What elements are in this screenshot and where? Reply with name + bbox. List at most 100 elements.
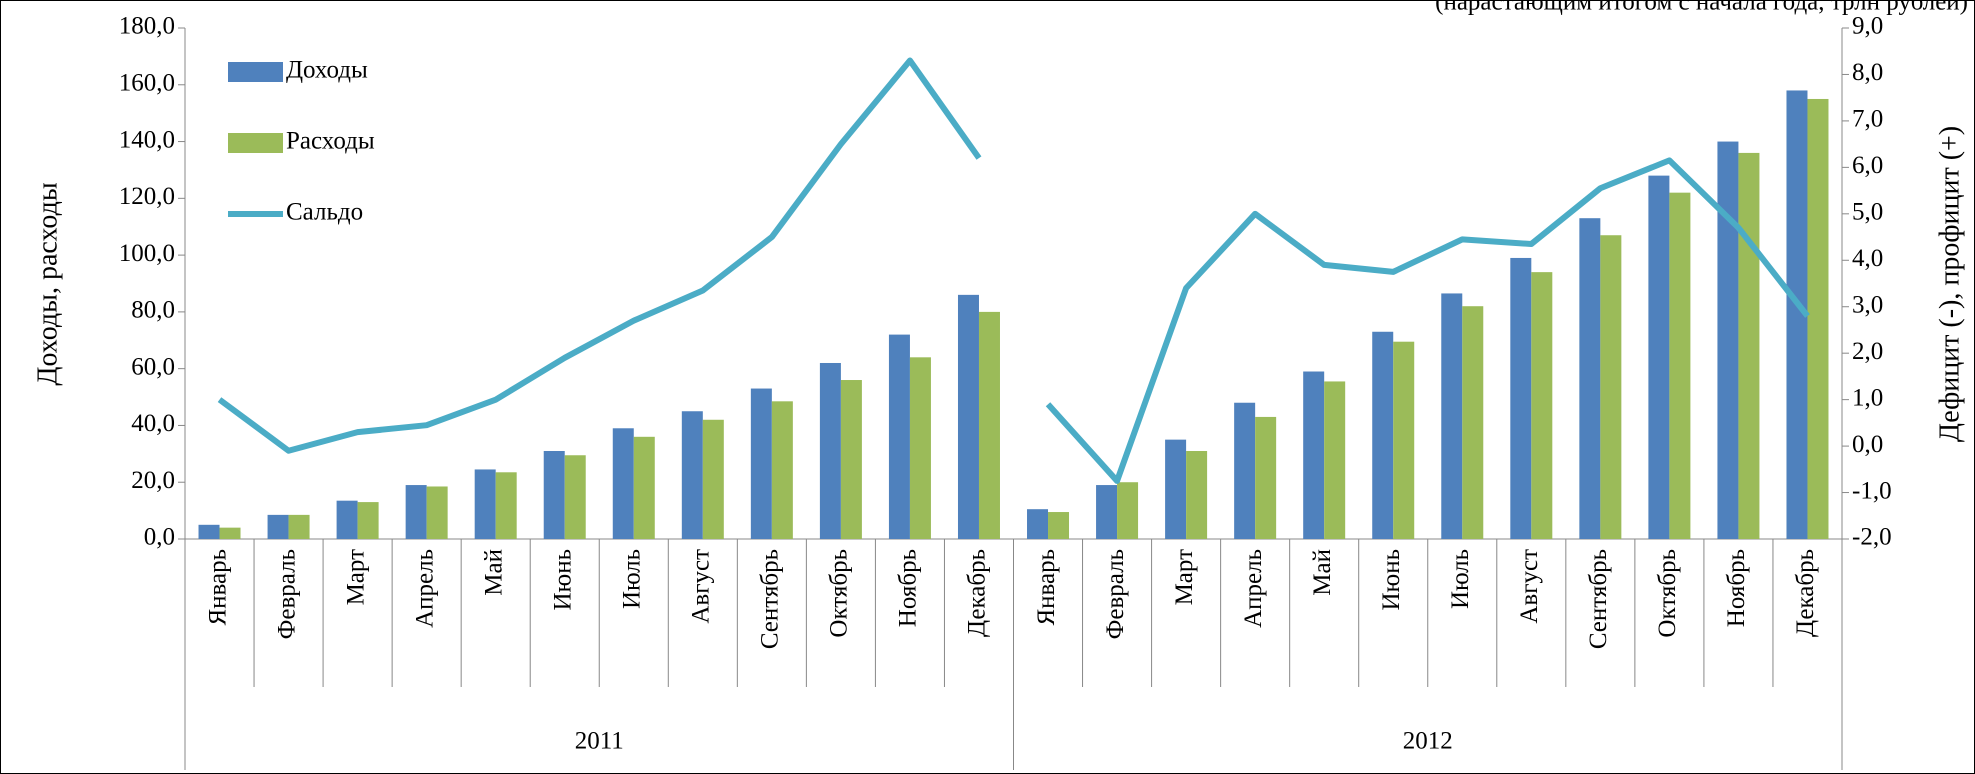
y-axis-title: Доходы, расходы: [32, 182, 63, 385]
group-label: 2012: [1403, 728, 1453, 755]
bar: [543, 450, 565, 539]
bar: [1096, 485, 1118, 539]
bar: [1372, 331, 1394, 539]
y-tick-label: 20,0: [131, 467, 175, 494]
bar: [405, 485, 427, 539]
bar: [1027, 509, 1049, 539]
bar: [840, 380, 862, 539]
bar: [267, 514, 289, 539]
x-tick-label: Декабрь: [1792, 549, 1819, 637]
legend-label: Доходы: [286, 57, 368, 84]
bar: [1462, 306, 1484, 539]
x-tick-label: Апрель: [411, 549, 438, 628]
subtitle: (нарастающим итогом с начала года, трлн …: [1435, 0, 1968, 16]
y-tick-label: 100,0: [119, 240, 175, 267]
x-tick-label: Май: [1309, 549, 1336, 596]
x-tick-label: Июнь: [549, 549, 576, 611]
y2-tick-label: 7,0: [1852, 106, 1883, 133]
bar: [1117, 482, 1139, 539]
x-tick-label: Февраль: [273, 549, 300, 639]
bar: [1669, 192, 1691, 539]
bar: [1441, 293, 1463, 539]
x-tick-label: Январь: [1033, 549, 1060, 626]
bar: [750, 388, 772, 539]
line: [217, 57, 982, 454]
bar: [702, 419, 724, 539]
y2-tick-label: 8,0: [1852, 59, 1883, 86]
y-tick-label: 140,0: [119, 126, 175, 153]
bar: [198, 524, 220, 539]
bar: [612, 428, 634, 539]
x-tick-label: Март: [1171, 549, 1198, 605]
y-tick-label: 60,0: [131, 353, 175, 380]
bar: [474, 469, 496, 539]
x-tick-label: Январь: [204, 549, 231, 626]
y-tick-label: 120,0: [119, 183, 175, 210]
x-tick-label: Март: [342, 549, 369, 605]
y-tick-label: 0,0: [144, 524, 175, 551]
x-tick-label: Июнь: [1378, 549, 1405, 611]
bar: [1186, 450, 1208, 539]
y2-tick-label: -2,0: [1852, 524, 1892, 551]
x-tick-label: Август: [1516, 549, 1543, 624]
line: [1045, 157, 1810, 484]
y-tick-label: 180,0: [119, 13, 175, 40]
y2-tick-label: 4,0: [1852, 245, 1883, 272]
y2-tick-label: -1,0: [1852, 477, 1892, 504]
x-tick-label: Август: [688, 549, 715, 624]
bar: [957, 294, 979, 539]
x-tick-label: Ноябрь: [1723, 549, 1750, 627]
y2-tick-label: 0,0: [1852, 431, 1883, 458]
x-tick-label: Май: [480, 549, 507, 596]
bar: [1165, 439, 1187, 539]
x-tick-label: Октябрь: [826, 549, 853, 638]
bar: [564, 455, 586, 539]
bar: [495, 472, 517, 539]
bar: [771, 401, 793, 539]
bar: [1648, 175, 1670, 539]
bar: [1234, 402, 1256, 539]
bar: [1303, 371, 1325, 539]
bar: [1510, 257, 1532, 539]
y2-tick-label: 3,0: [1852, 291, 1883, 318]
x-tick-label: Сентябрь: [757, 549, 784, 649]
x-tick-label: Июль: [1447, 549, 1474, 609]
y-tick-label: 80,0: [131, 297, 175, 324]
bar: [633, 436, 655, 539]
x-tick-label: Февраль: [1102, 549, 1129, 639]
bar: [336, 500, 358, 539]
y2-tick-label: 5,0: [1852, 199, 1883, 226]
x-tick-label: Ноябрь: [895, 549, 922, 627]
bar: [1393, 341, 1415, 539]
bar: [909, 357, 931, 539]
y2-axis-title: Дефицит (-), профицит (+): [1934, 126, 1965, 442]
y2-tick-label: 2,0: [1852, 338, 1883, 365]
bar: [219, 527, 241, 539]
bar: [819, 362, 841, 539]
bar: [888, 334, 910, 539]
bar: [1531, 272, 1553, 539]
bar: [1579, 218, 1601, 539]
bar: [1738, 152, 1760, 539]
bar: [1600, 235, 1622, 539]
y2-tick-label: 9,0: [1852, 13, 1883, 40]
bar: [1786, 90, 1808, 539]
bar: [1717, 141, 1739, 540]
bar: [1048, 512, 1070, 539]
bar: [288, 514, 310, 539]
group-label: 2011: [575, 728, 624, 755]
x-tick-label: Декабрь: [964, 549, 991, 637]
legend-swatch: [228, 62, 283, 82]
legend-label: Сальдо: [286, 199, 363, 226]
y2-tick-label: 6,0: [1852, 152, 1883, 179]
bar: [357, 502, 379, 539]
bar: [978, 311, 1000, 539]
y2-tick-label: 1,0: [1852, 384, 1883, 411]
x-tick-label: Апрель: [1240, 549, 1267, 628]
x-tick-label: Сентябрь: [1585, 549, 1612, 649]
x-tick-label: Июль: [619, 549, 646, 609]
legend-label: Расходы: [286, 128, 375, 155]
y-tick-label: 160,0: [119, 70, 175, 97]
y-tick-label: 40,0: [131, 410, 175, 437]
